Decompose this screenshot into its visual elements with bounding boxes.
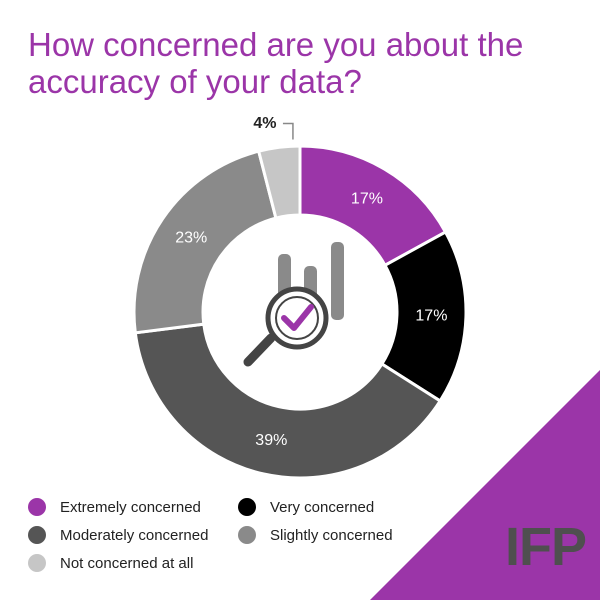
legend-label-3: Slightly concerned (270, 526, 393, 544)
donut-slice-2 (133, 322, 443, 480)
magnifier-check-chart-icon (243, 242, 344, 367)
icon-magnifier-handle (243, 333, 276, 367)
icon-bar-3 (331, 242, 344, 320)
donut-slice-4 (256, 144, 302, 220)
chart-title: How concerned are you about the accuracy… (28, 26, 524, 100)
slice-value-label-0: 17% (351, 190, 383, 207)
slice-labels: 17% 17% 39% 23% 4% (175, 115, 447, 449)
brand-logo: IFP (504, 517, 587, 577)
slice-value-label-2: 39% (255, 432, 287, 449)
donut-slice-3 (132, 149, 278, 335)
legend-swatch-3 (238, 526, 256, 544)
legend-swatch-1 (238, 498, 256, 516)
legend-item-1: Very concerned (238, 498, 374, 516)
legend-label-4: Not concerned at all (60, 554, 194, 572)
icon-checkmark (281, 304, 314, 331)
legend-label-0: Extremely concerned (60, 498, 201, 516)
slice-leader-line-4 (282, 122, 294, 140)
corner-accent-triangle (370, 370, 600, 600)
slice-value-label-4: 4% (253, 115, 276, 132)
donut-slices (132, 144, 468, 480)
legend-item-4: Not concerned at all (28, 554, 193, 572)
legend-swatch-4 (28, 554, 46, 572)
slice-value-label-3: 23% (175, 230, 207, 247)
slice-value-label-1: 17% (415, 308, 447, 325)
legend-item-0: Extremely concerned (28, 498, 201, 516)
corner-triangle (370, 370, 600, 600)
legend-label-1: Very concerned (270, 498, 375, 516)
legend-swatch-0 (28, 498, 46, 516)
legend-item-2: Moderately concerned (28, 526, 208, 544)
legend-item-3: Slightly concerned (238, 526, 393, 544)
legend-swatch-2 (28, 526, 46, 544)
legend-label-2: Moderately concerned (60, 526, 209, 544)
